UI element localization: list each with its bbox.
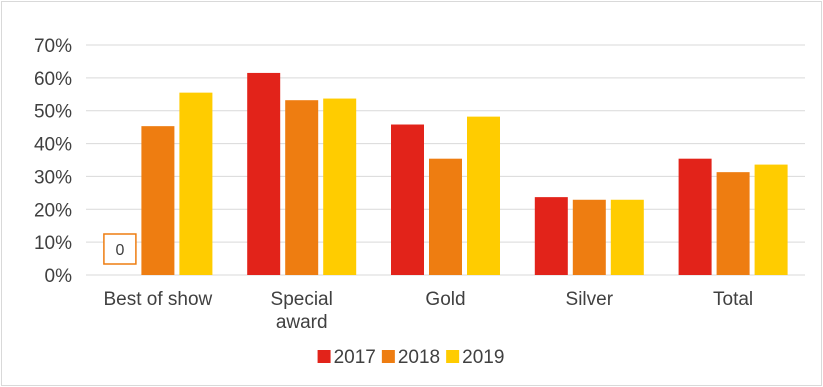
legend-label: 2017 [334, 347, 376, 368]
bar-2018 [429, 158, 462, 275]
y-tick-label: 50% [34, 102, 72, 123]
annotations: 0 [103, 233, 137, 265]
y-tick-label: 30% [34, 167, 72, 188]
data-label: 0 [115, 242, 124, 259]
x-tick-label: Silver [566, 289, 614, 310]
bar-2017 [391, 124, 424, 275]
bar-2018 [285, 100, 319, 275]
x-tick-label: Total [713, 289, 753, 310]
x-axis: Best of show Special award Gold Silver Total [104, 289, 754, 333]
y-tick-label: 40% [34, 135, 72, 156]
legend-item-2018: 2018 [381, 347, 440, 368]
y-tick-label: 10% [34, 233, 72, 254]
bar-2019 [467, 116, 500, 275]
bar-2019 [323, 98, 357, 275]
legend-swatch [446, 350, 460, 363]
legend-swatch [381, 350, 395, 363]
x-tick-label: Special award [271, 289, 333, 333]
bar-2019 [610, 199, 644, 275]
bar-2018 [716, 172, 750, 275]
legend-item-2019: 2019 [446, 347, 504, 368]
y-tick-label: 0% [45, 266, 73, 287]
bar-2019 [754, 164, 788, 275]
legend: 2017 2018 2019 [317, 347, 504, 368]
legend-swatch [317, 350, 331, 363]
bar-2019 [179, 92, 213, 276]
bars [141, 72, 788, 276]
x-tick-label: Gold [425, 289, 465, 310]
x-tick-label: Best of show [104, 289, 213, 310]
y-tick-label: 70% [34, 36, 72, 57]
bar-2017 [678, 158, 712, 275]
bar-2018 [572, 199, 606, 275]
y-tick-label: 20% [34, 200, 72, 221]
bar-2017 [534, 197, 568, 275]
legend-item-2017: 2017 [317, 347, 376, 368]
data-label-box [103, 233, 137, 265]
legend-label: 2019 [462, 347, 504, 368]
bar-2018 [141, 126, 175, 276]
legend-label: 2018 [398, 347, 440, 368]
bar-2017 [247, 72, 281, 275]
y-tick-label: 60% [34, 69, 72, 90]
y-axis: 0% 10% 20% 30% 40% 50% 60% 70% [34, 36, 72, 287]
